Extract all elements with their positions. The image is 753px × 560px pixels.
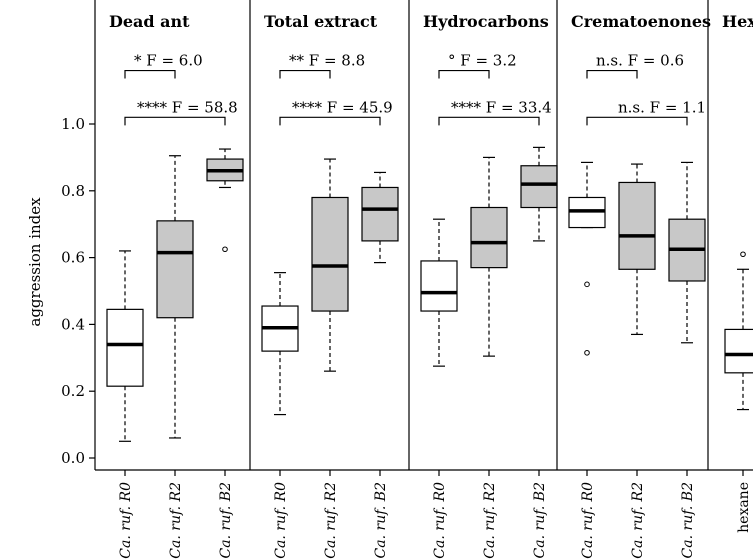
box-body xyxy=(520,165,558,209)
outlier-point xyxy=(584,349,590,356)
panel-title: Total extract xyxy=(264,12,378,31)
box-ca-ruf-r0: Ca. ruf. R0 xyxy=(420,218,458,559)
significance-label: **** F = 58.8 xyxy=(137,98,238,116)
box-ca-ruf-r0: Ca. ruf. R0 xyxy=(106,250,144,559)
box-ca-ruf-r2: Ca. ruf. R2 xyxy=(618,163,656,559)
x-category-label: Ca. ruf. B2 xyxy=(373,482,389,559)
y-axis-label: aggression index xyxy=(26,197,44,327)
significance-label: **** F = 33.4 xyxy=(451,98,552,116)
bracket-line xyxy=(124,69,176,79)
x-category-label: hexane xyxy=(736,482,752,533)
box-ca-ruf-b2: Ca. ruf. B2 xyxy=(206,148,244,559)
significance-label: * F = 6.0 xyxy=(134,52,203,70)
box-ca-ruf-r2: Ca. ruf. R2 xyxy=(470,156,508,559)
box-body xyxy=(420,260,458,312)
box-ca-ruf-b2: Ca. ruf. B2 xyxy=(520,146,558,559)
y-tick-label: 0.8 xyxy=(61,182,85,200)
panel-hex: Hex. hexane xyxy=(707,0,753,533)
significance-bracket: ° F = 3.2 xyxy=(438,52,517,79)
box-body xyxy=(470,206,508,269)
box-body xyxy=(724,328,753,374)
box-ca-ruf-r2: Ca. ruf. R2 xyxy=(311,158,349,559)
x-category-label: Ca. ruf. R0 xyxy=(432,482,448,559)
y-tick-label: 1.0 xyxy=(61,115,85,133)
outlier-point xyxy=(584,281,590,288)
box-body xyxy=(361,186,399,242)
x-category-label: Ca. ruf. B2 xyxy=(680,482,696,559)
significance-bracket: n.s. F = 0.6 xyxy=(586,52,684,79)
x-category-label: Ca. ruf. B2 xyxy=(532,482,548,559)
significance-label: **** F = 45.9 xyxy=(292,98,393,116)
significance-bracket: n.s. F = 1.1 xyxy=(586,98,706,126)
panel-hydrocarbons: Hydrocarbons Ca. ruf. R0 Ca. ruf. R2 Ca. ru… xyxy=(408,0,558,559)
box-ca-ruf-b2: Ca. ruf. B2 xyxy=(668,161,706,559)
box-ca-ruf-b2: Ca. ruf. B2 xyxy=(361,171,399,559)
significance-label: ° F = 3.2 xyxy=(448,52,517,70)
box-ca-ruf-r2: Ca. ruf. R2 xyxy=(156,155,194,559)
y-axis: 0.0 0.2 0.4 0.6 0.8 1.0 xyxy=(61,0,96,470)
bracket-line xyxy=(279,116,381,126)
box-ca-ruf-r0: Ca. ruf. R0 xyxy=(261,272,299,559)
box-body xyxy=(156,220,194,319)
outlier-point xyxy=(222,246,228,253)
box-body xyxy=(618,181,656,270)
box-body xyxy=(106,308,144,387)
significance-label: n.s. F = 0.6 xyxy=(596,52,684,70)
panels: Dead ant Ca. ruf. R0 Ca. ruf. R2 Ca. ruf. B… xyxy=(95,0,753,559)
significance-label: ** F = 8.8 xyxy=(289,52,365,70)
bracket-line xyxy=(438,116,540,126)
significance-label: n.s. F = 1.1 xyxy=(618,98,706,116)
bracket-line xyxy=(586,116,688,126)
x-category-label: Ca. ruf. R2 xyxy=(323,482,339,559)
significance-bracket: **** F = 45.9 xyxy=(279,98,393,126)
panel-title: Hex. xyxy=(722,12,753,31)
x-category-label: Ca. ruf. B2 xyxy=(218,482,234,559)
x-category-label: Ca. ruf. R0 xyxy=(273,482,289,559)
bracket-line xyxy=(586,69,638,79)
significance-bracket: ** F = 8.8 xyxy=(279,52,365,79)
outlier-point xyxy=(740,251,746,258)
y-tick-label: 0.4 xyxy=(61,315,85,333)
significance-bracket: **** F = 33.4 xyxy=(438,98,552,126)
panel-crematoenones: Crematoenones Ca. ruf. R0 Ca. ruf. R2 Ca. r… xyxy=(556,0,711,559)
bracket-line xyxy=(438,69,490,79)
box-body xyxy=(311,196,349,312)
x-category-label: Ca. ruf. R0 xyxy=(118,482,134,559)
panel-total-extract: Total extract Ca. ruf. R0 Ca. ruf. R2 Ca. r… xyxy=(249,0,409,559)
y-tick-label: 0.6 xyxy=(61,249,85,267)
panel-title: Dead ant xyxy=(109,12,190,31)
significance-bracket: * F = 6.0 xyxy=(124,52,203,79)
panel-dead-ant: Dead ant Ca. ruf. R0 Ca. ruf. R2 Ca. ruf. B… xyxy=(95,12,250,559)
x-category-label: Ca. ruf. R2 xyxy=(482,482,498,559)
bracket-line xyxy=(279,69,331,79)
panel-title: Hydrocarbons xyxy=(423,12,549,31)
bracket-line xyxy=(124,116,226,126)
box-ca-ruf-r0: Ca. ruf. R0 xyxy=(568,161,606,559)
y-tick-label: 0.0 xyxy=(61,449,85,467)
x-category-label: Ca. ruf. R2 xyxy=(630,482,646,559)
box-hexane: hexane xyxy=(724,251,753,533)
significance-bracket: **** F = 58.8 xyxy=(124,98,238,126)
x-category-label: Ca. ruf. R0 xyxy=(580,482,596,559)
y-tick-label: 0.2 xyxy=(61,382,85,400)
panel-title: Crematoenones xyxy=(571,12,711,31)
x-category-label: Ca. ruf. R2 xyxy=(168,482,184,559)
